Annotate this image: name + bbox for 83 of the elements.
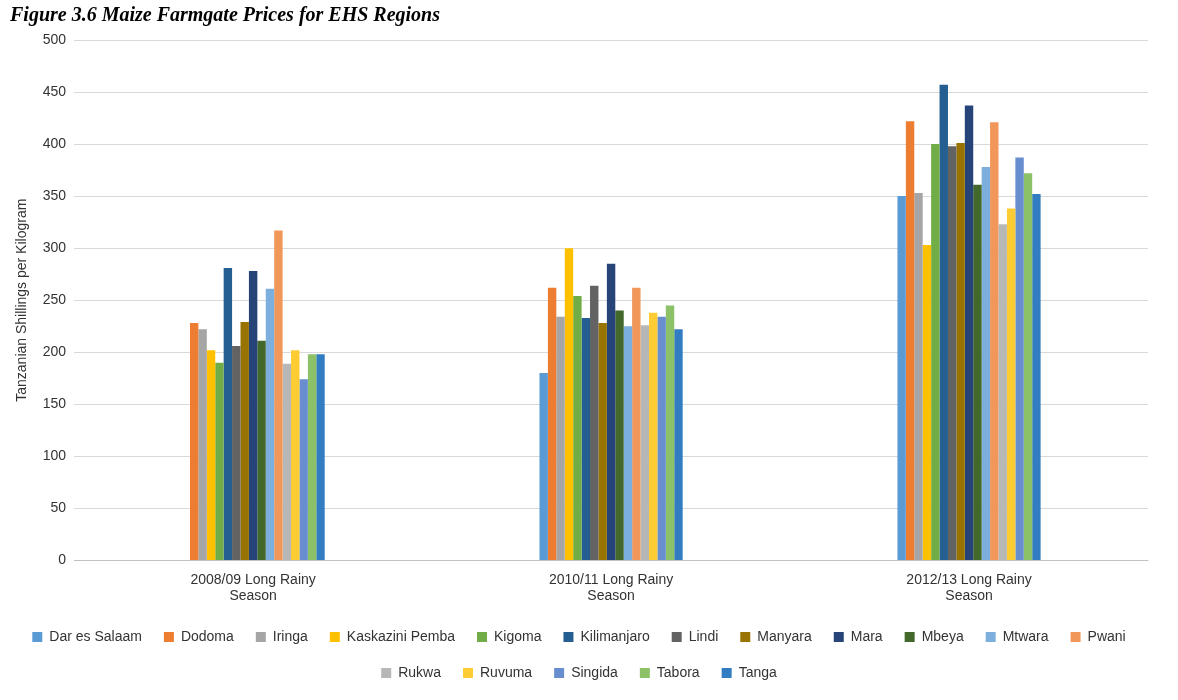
y-tick-label: 150 xyxy=(42,395,67,412)
y-tick-label: 450 xyxy=(42,82,67,99)
bar xyxy=(632,287,641,560)
bar xyxy=(674,329,683,560)
legend-label: Kilimanjaro xyxy=(580,627,650,644)
bar xyxy=(316,354,325,560)
legend-label: Iringa xyxy=(272,627,309,644)
bar xyxy=(573,296,582,560)
bar xyxy=(615,310,624,560)
bar xyxy=(539,373,548,560)
legend-label: Mtwara xyxy=(1002,627,1049,644)
bar xyxy=(623,326,633,560)
bar xyxy=(1023,173,1033,560)
bar xyxy=(931,144,940,560)
bar xyxy=(299,379,308,560)
y-tick-label: 300 xyxy=(42,239,67,256)
bar xyxy=(990,122,999,560)
bar xyxy=(198,329,207,560)
bar xyxy=(922,245,932,560)
bar xyxy=(257,340,266,560)
bar xyxy=(232,346,241,560)
bar xyxy=(1015,157,1024,560)
bar xyxy=(265,288,275,560)
bar xyxy=(282,363,292,560)
y-tick-label: 200 xyxy=(42,343,67,360)
legend-label: Pwani xyxy=(1087,627,1126,644)
bar xyxy=(947,146,957,560)
bar xyxy=(1032,194,1041,560)
legend-label: Singida xyxy=(571,663,619,680)
bar xyxy=(640,325,649,560)
bar xyxy=(998,224,1007,560)
y-tick-label: 50 xyxy=(50,499,67,516)
legend-label: Kaskazini Pemba xyxy=(346,627,456,644)
bar xyxy=(291,350,300,560)
x-tick-label: 2010/11 Long Rainy Season xyxy=(548,570,674,604)
x-tick-label: 2012/13 Long Rainy Season xyxy=(906,570,1032,604)
y-tick-label: 400 xyxy=(42,134,67,151)
bar xyxy=(897,196,906,560)
bar xyxy=(939,84,948,560)
bar xyxy=(657,316,666,560)
bar xyxy=(274,230,283,560)
bar xyxy=(1006,208,1016,560)
legend-label: Dar es Salaam xyxy=(49,627,142,644)
bar xyxy=(598,323,607,560)
y-tick-label: 350 xyxy=(42,186,67,203)
legend-label: Manyara xyxy=(757,627,812,644)
bar xyxy=(665,305,675,560)
legend-label: Mara xyxy=(850,627,883,644)
bar xyxy=(564,248,574,560)
bar xyxy=(914,193,923,560)
chart-title: Figure 3.6 Maize Farmgate Prices for EHS Regions xyxy=(9,3,441,27)
bar xyxy=(964,105,974,560)
bar xyxy=(905,121,915,560)
legend-label: Rukwa xyxy=(398,663,442,680)
y-axis-title: Tanzanian Shillings per Kilogram xyxy=(13,198,30,402)
bar xyxy=(206,350,216,560)
legend-label: Lindi xyxy=(688,627,719,644)
x-tick-label: 2008/09 Long Rainy Season xyxy=(190,570,316,604)
bar xyxy=(556,316,565,560)
bar xyxy=(956,143,965,560)
legend-label: Tabora xyxy=(656,663,700,680)
bar xyxy=(223,267,233,560)
legend-label: Dodoma xyxy=(180,627,235,644)
legend-label: Tanga xyxy=(738,663,777,680)
bar xyxy=(215,362,224,560)
bar xyxy=(240,322,249,560)
bar xyxy=(307,354,317,560)
y-tick-label: 100 xyxy=(42,447,67,464)
legend-label: Ruvuma xyxy=(480,663,533,680)
bar xyxy=(648,312,658,560)
bar xyxy=(547,287,557,560)
legend-label: Mbeya xyxy=(921,627,964,644)
bar xyxy=(606,263,616,560)
bar xyxy=(590,285,599,560)
bar xyxy=(248,271,258,560)
y-tick-label: 500 xyxy=(42,30,67,47)
bar xyxy=(981,166,991,560)
legend-label: Kigoma xyxy=(493,627,542,644)
bar xyxy=(581,317,591,560)
bar xyxy=(189,323,199,560)
y-tick-label: 250 xyxy=(42,291,67,308)
y-tick-label: 0 xyxy=(58,551,67,568)
bar xyxy=(973,184,982,560)
